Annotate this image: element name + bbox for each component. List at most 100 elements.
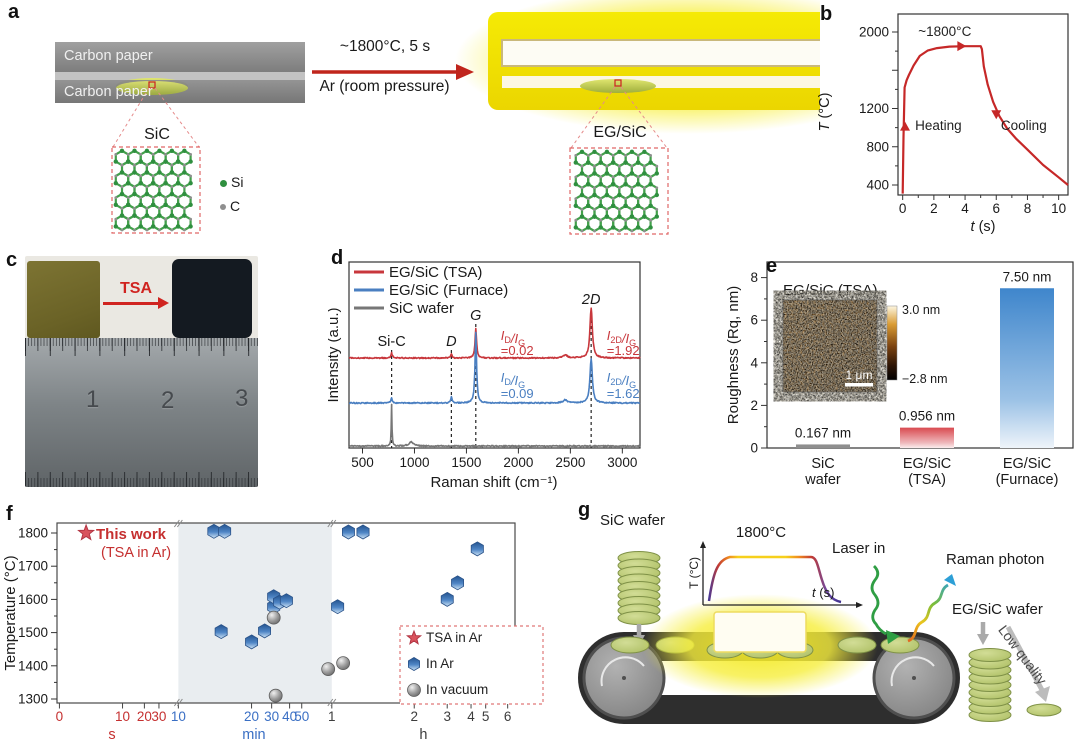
g-inset-ylabel: T (°C)	[687, 556, 702, 589]
svg-text:30: 30	[264, 709, 279, 724]
svg-text:10: 10	[1051, 201, 1066, 216]
svg-text:1300: 1300	[18, 692, 48, 707]
svg-text:min: min	[242, 727, 265, 743]
svg-text:2: 2	[410, 709, 418, 724]
svg-text:=0.02: =0.02	[501, 343, 534, 358]
sample-photo: TSA 1 2 3	[25, 256, 258, 487]
svg-text:Si-C: Si-C	[378, 334, 406, 350]
sic-sample-square	[27, 261, 100, 338]
svg-text:3.0 nm: 3.0 nm	[902, 303, 940, 317]
svg-text:In vacuum: In vacuum	[426, 682, 488, 697]
g-inset-title: 1800°C	[735, 524, 787, 541]
svg-text:=1.92: =1.92	[607, 343, 640, 358]
svg-text:800: 800	[866, 139, 889, 154]
svg-text:40: 40	[282, 709, 297, 724]
svg-text:Raman shift (cm⁻¹): Raman shift (cm⁻¹)	[430, 474, 557, 491]
svg-text:5: 5	[482, 709, 490, 724]
svg-text:(Furnace): (Furnace)	[996, 472, 1059, 488]
tsa-arrow-label: TSA	[120, 280, 152, 297]
svg-text:7.50 nm: 7.50 nm	[1003, 269, 1052, 284]
svg-text:EG/SiC: EG/SiC	[903, 456, 951, 472]
svg-text:Heating: Heating	[915, 118, 962, 133]
panel-d-letter: d	[331, 247, 344, 269]
svg-text:EG/SiC: EG/SiC	[1003, 456, 1051, 472]
raman-photon-label: Raman photon	[946, 551, 1045, 568]
tsa-arrow	[103, 297, 169, 309]
ruler-number-1: 1	[86, 386, 100, 413]
svg-text:2000: 2000	[503, 455, 533, 470]
g-inset-xlabel: t (s)	[812, 585, 835, 601]
svg-text:8: 8	[750, 270, 758, 285]
svg-text:4: 4	[467, 709, 475, 724]
svg-text:0: 0	[750, 441, 758, 456]
svg-text:This work: This work	[96, 526, 167, 543]
svg-text:Temperature (°C): Temperature (°C)	[2, 555, 19, 670]
panel-g-conveyor-schematic	[578, 541, 1062, 724]
svg-text:(TSA in Ar): (TSA in Ar)	[101, 545, 171, 561]
g-inset-xlabel-rest: (s)	[815, 585, 835, 600]
svg-text:1600: 1600	[18, 592, 48, 607]
svg-text:0.956 nm: 0.956 nm	[899, 409, 955, 424]
svg-text:1500: 1500	[451, 455, 481, 470]
panel-a-schematic	[55, 0, 820, 235]
ruler-number-3: 3	[235, 385, 249, 412]
si-atom-label: Si	[231, 174, 244, 190]
panel-e-roughness-chart: 0 2 4 6 8 Roughness (Rq, nm) 0.167 nm 0.956 nm 7…	[725, 261, 1074, 488]
panel-g-letter: g	[578, 499, 591, 521]
svg-text:2: 2	[930, 201, 938, 216]
svg-text:2: 2	[750, 398, 758, 413]
svg-text:I2D/IG: I2D/IG	[607, 328, 636, 348]
svg-text:Cooling: Cooling	[1001, 118, 1047, 133]
ruler-number-2: 2	[161, 387, 175, 414]
svg-text:G: G	[470, 308, 481, 324]
panel-c-letter: c	[6, 249, 18, 271]
svg-text:=0.09: =0.09	[501, 386, 534, 401]
ruler: 1 2 3	[25, 338, 258, 487]
svg-text:s: s	[108, 727, 115, 743]
egsic-wafer-label: EG/SiC wafer	[952, 601, 1043, 618]
svg-text:3000: 3000	[607, 455, 637, 470]
svg-text:1000: 1000	[399, 455, 429, 470]
panel-d-raman-chart: 500 1000 1500 2000 2500 3000 Raman shift (cm⁻¹…	[328, 261, 641, 491]
svg-text:ID/IG: ID/IG	[501, 328, 525, 348]
svg-text:1400: 1400	[18, 658, 48, 673]
laser-in-label: Laser in	[832, 540, 886, 557]
svg-text:0: 0	[899, 201, 907, 216]
svg-text:I2D/IG: I2D/IG	[607, 370, 636, 390]
svg-text:1 μm: 1 μm	[846, 368, 873, 382]
svg-text:6: 6	[992, 201, 1000, 216]
carbon-paper-bottom-label: Carbon paper	[64, 84, 153, 100]
svg-text:2D: 2D	[581, 292, 601, 308]
svg-text:EG/SiC (TSA): EG/SiC (TSA)	[389, 264, 482, 281]
svg-text:10: 10	[115, 709, 130, 724]
panel-e-letter: e	[766, 255, 778, 277]
svg-text:400: 400	[866, 178, 889, 193]
svg-text:=1.62: =1.62	[607, 386, 640, 401]
svg-text:2500: 2500	[555, 455, 585, 470]
svg-text:0: 0	[56, 709, 64, 724]
svg-text:SiC: SiC	[811, 456, 834, 472]
c-atom-icon	[220, 204, 226, 211]
svg-text:500: 500	[351, 455, 374, 470]
svg-text:Roughness (Rq, nm): Roughness (Rq, nm)	[725, 286, 742, 424]
svg-text:1500: 1500	[18, 625, 48, 640]
svg-text:8: 8	[1024, 201, 1032, 216]
atmosphere-label: Ar (room pressure)	[319, 78, 450, 95]
panel-b-letter: b	[820, 3, 833, 25]
svg-text:In Ar: In Ar	[426, 656, 454, 671]
egsic-inset-title: EG/SiC	[593, 124, 647, 141]
svg-text:h: h	[419, 727, 427, 743]
svg-text:1700: 1700	[18, 559, 48, 574]
svg-text:4: 4	[750, 355, 758, 370]
panel-a-letter: a	[8, 1, 20, 23]
svg-text:T (°C): T (°C)	[817, 93, 833, 132]
svg-text:ID/IG: ID/IG	[501, 370, 525, 390]
svg-text:Intensity (a.u.): Intensity (a.u.)	[328, 307, 342, 402]
c-atom-label: C	[230, 198, 241, 214]
svg-text:SiC wafer: SiC wafer	[389, 300, 454, 317]
svg-text:t (s): t (s)	[971, 219, 996, 235]
svg-text:2000: 2000	[859, 25, 889, 40]
svg-text:(TSA): (TSA)	[908, 472, 946, 488]
svg-text:20: 20	[137, 709, 152, 724]
